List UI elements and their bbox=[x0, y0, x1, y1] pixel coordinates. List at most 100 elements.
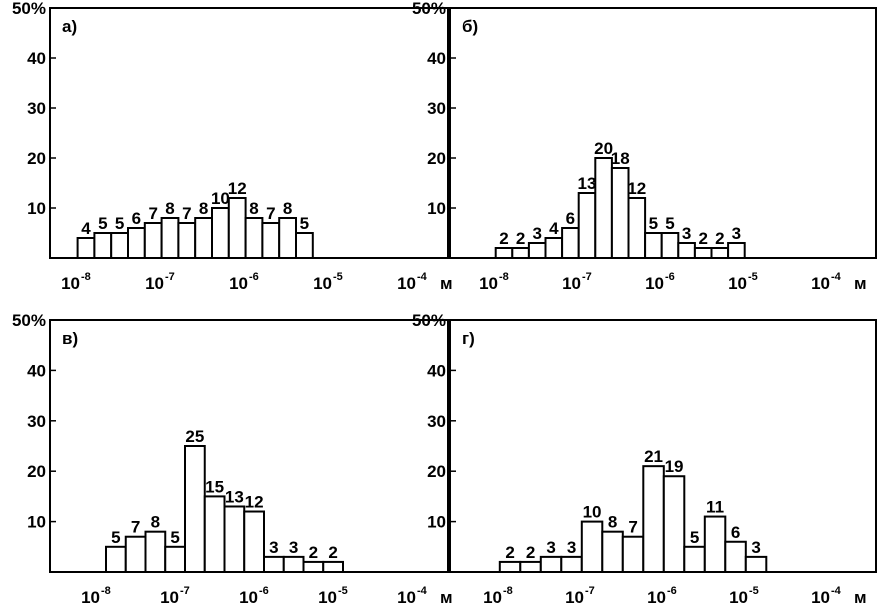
bar-value-label: 5 bbox=[98, 214, 107, 233]
x-tick-label: 10 bbox=[313, 274, 332, 293]
x-axis-unit: м bbox=[440, 274, 453, 293]
x-tick-exponent: -5 bbox=[749, 585, 759, 597]
x-tick-exponent: -6 bbox=[667, 585, 677, 597]
bar-value-label: 4 bbox=[81, 219, 91, 238]
bar-value-label: 5 bbox=[300, 214, 309, 233]
bar-value-label: 3 bbox=[751, 538, 760, 557]
y-tick-label: 50% bbox=[412, 0, 446, 18]
histogram-bar bbox=[282, 555, 305, 574]
x-tick-label: 10 bbox=[397, 274, 416, 293]
bar-value-label: 3 bbox=[269, 538, 278, 557]
bar-value-label: 7 bbox=[131, 518, 140, 537]
y-tick-label: 10 bbox=[427, 513, 446, 532]
histogram-bar bbox=[511, 247, 530, 259]
y-tick-label: 40 bbox=[27, 49, 46, 68]
bar-value-label: 12 bbox=[245, 493, 264, 512]
bar-value-label: 3 bbox=[567, 538, 576, 557]
y-tick-label: 50% bbox=[412, 311, 446, 330]
x-tick-label: 10 bbox=[728, 274, 747, 293]
histogram-bar bbox=[144, 530, 167, 573]
histogram-bar bbox=[211, 207, 230, 259]
bar-value-label: 2 bbox=[526, 543, 535, 562]
histogram-bar bbox=[644, 232, 663, 259]
bar-value-label: 21 bbox=[644, 447, 663, 466]
histogram-bar bbox=[243, 510, 265, 573]
x-tick-label: 10 bbox=[318, 588, 337, 607]
x-tick-exponent: -5 bbox=[333, 271, 343, 283]
bar-value-label: 15 bbox=[205, 477, 224, 496]
histogram-bar bbox=[93, 232, 113, 259]
bar-value-label: 5 bbox=[649, 214, 658, 233]
histogram-bar bbox=[642, 465, 665, 573]
bar-value-label: 3 bbox=[289, 538, 298, 557]
bar-value-label: 7 bbox=[266, 204, 275, 223]
y-tick-label: 40 bbox=[427, 361, 446, 380]
bar-value-label: 13 bbox=[225, 487, 244, 506]
x-tick-label: 10 bbox=[145, 274, 164, 293]
x-tick-label: 10 bbox=[397, 588, 416, 607]
bar-value-label: 5 bbox=[170, 528, 179, 547]
histogram-bar bbox=[594, 157, 613, 259]
histogram-bar bbox=[627, 197, 647, 259]
x-tick-exponent: -4 bbox=[831, 585, 842, 597]
bar-value-label: 25 bbox=[185, 427, 204, 446]
histogram-bar bbox=[724, 540, 747, 574]
histogram-bar bbox=[184, 445, 206, 573]
histogram-bar bbox=[203, 495, 226, 573]
histogram-bar bbox=[143, 222, 163, 259]
panel-label: в) bbox=[62, 329, 78, 348]
histogram-bar bbox=[577, 192, 597, 259]
bar-value-label: 8 bbox=[199, 199, 208, 218]
histogram-bar bbox=[227, 197, 247, 259]
y-tick-label: 20 bbox=[27, 149, 46, 168]
bar-value-label: 3 bbox=[732, 224, 741, 243]
x-tick-label: 10 bbox=[61, 274, 80, 293]
x-tick-exponent: -8 bbox=[503, 585, 513, 597]
bar-value-label: 2 bbox=[505, 543, 514, 562]
bar-value-label: 12 bbox=[627, 179, 646, 198]
x-tick-label: 10 bbox=[647, 588, 666, 607]
x-tick-exponent: -4 bbox=[417, 271, 428, 283]
bar-value-label: 2 bbox=[499, 229, 508, 248]
y-tick-label: 40 bbox=[427, 49, 446, 68]
x-tick-exponent: -6 bbox=[249, 271, 259, 283]
x-tick-label: 10 bbox=[645, 274, 664, 293]
bar-value-label: 5 bbox=[665, 214, 674, 233]
x-tick-label: 10 bbox=[562, 274, 581, 293]
bar-value-label: 3 bbox=[682, 224, 691, 243]
bar-value-label: 8 bbox=[151, 513, 160, 532]
bar-value-label: 2 bbox=[328, 543, 337, 562]
y-tick-label: 30 bbox=[427, 99, 446, 118]
histogram-bar bbox=[561, 227, 580, 259]
bar-value-label: 5 bbox=[690, 528, 699, 547]
x-tick-exponent: -7 bbox=[582, 271, 592, 283]
histogram-bar bbox=[703, 515, 727, 573]
y-tick-label: 30 bbox=[427, 412, 446, 431]
x-tick-label: 10 bbox=[239, 588, 258, 607]
bar-value-label: 7 bbox=[628, 518, 637, 537]
histogram-bar bbox=[105, 545, 127, 573]
x-tick-label: 10 bbox=[483, 588, 502, 607]
histogram-bar bbox=[261, 222, 281, 259]
x-tick-exponent: -7 bbox=[165, 271, 175, 283]
histogram-bar bbox=[494, 247, 514, 259]
bar-value-label: 6 bbox=[132, 209, 141, 228]
bar-value-label: 5 bbox=[115, 214, 124, 233]
y-tick-label: 10 bbox=[27, 513, 46, 532]
bar-value-label: 2 bbox=[516, 229, 525, 248]
bar-value-label: 10 bbox=[211, 189, 230, 208]
y-tick-label: 20 bbox=[427, 462, 446, 481]
bar-value-label: 20 bbox=[594, 139, 613, 158]
histogram-bar bbox=[498, 560, 522, 573]
histogram-bar bbox=[127, 227, 146, 259]
panel-label: г) bbox=[462, 329, 475, 348]
bar-value-label: 8 bbox=[165, 199, 174, 218]
bar-value-label: 8 bbox=[283, 199, 292, 218]
histogram-bar bbox=[295, 232, 314, 259]
x-tick-exponent: -4 bbox=[417, 585, 428, 597]
x-tick-label: 10 bbox=[160, 588, 179, 607]
bar-value-label: 2 bbox=[698, 229, 707, 248]
